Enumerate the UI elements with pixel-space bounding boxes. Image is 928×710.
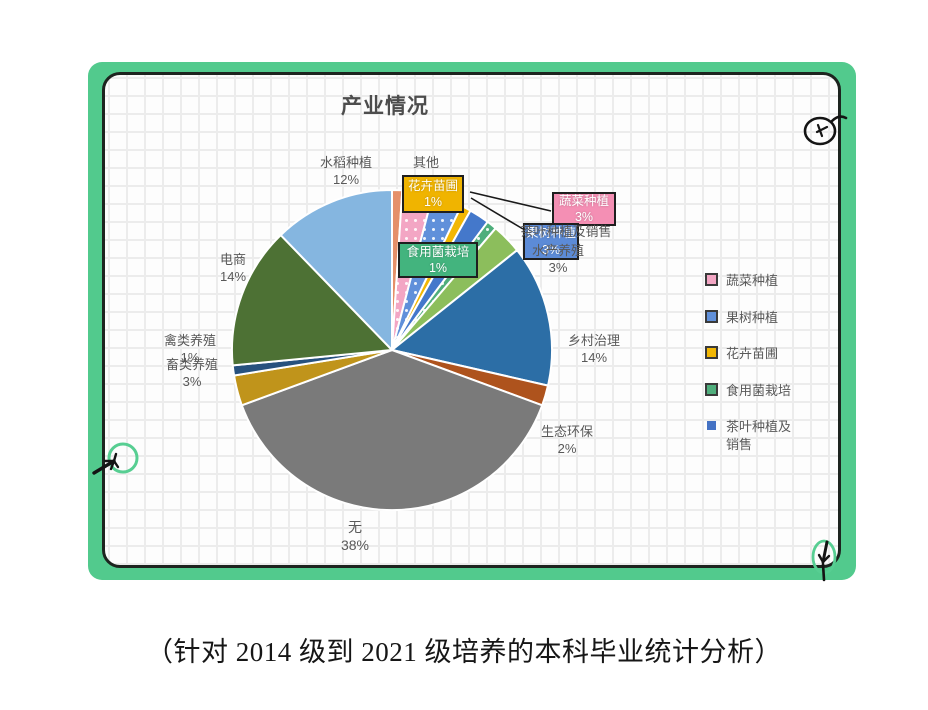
label-ecology: 生态环保 2% [540,424,593,456]
label-none: 无 38% [340,519,370,554]
label-ecommerce: 电商 14% [219,252,247,284]
label-village: 乡村治理 14% [567,333,620,365]
label-aquaculture: 水产养殖 3% [531,243,584,275]
callout-vegetable-planting: 蔬菜种植 3% [552,192,616,226]
label-tea: 茶叶种植及销售 [520,224,612,239]
legend-swatch-icon [705,382,718,396]
callout-flower-nursery: 花卉苗圃 1% [402,175,464,213]
legend-item-fruit[interactable]: 果树种植 [705,309,823,327]
legend-item-vegetable[interactable]: 蔬菜种植 [705,272,823,290]
label-rice: 水稻种植 12% [319,155,372,187]
figure-caption: （针对 2014 级到 2021 级培养的本科毕业统计分析） [146,637,782,667]
legend-swatch-icon [705,309,718,323]
pie-chart[interactable] [222,180,562,520]
pie-slice-10[interactable] [240,349,544,512]
chart-title: 产业情况 [341,95,429,118]
pie-slice-13[interactable] [231,234,393,367]
callout-mushroom-cultivation: 食用菌栽培 1% [398,242,478,278]
legend-swatch-icon [705,273,718,286]
legend: 蔬菜种植 果树种植 花卉苗圃 食用菌栽培 茶叶种植及 销售 [705,272,823,472]
label-poultry: 禽类养殖 1% [163,333,216,365]
callout-fruit-tree-planting: 果树种植 3% [523,223,579,260]
label-livestock: 畜类养殖 3% [165,357,218,389]
legend-swatch-icon [705,346,718,360]
pie-slice-14[interactable] [279,189,393,351]
legend-item-tea[interactable]: 茶叶种植及 销售 [705,418,823,453]
legend-item-mushroom[interactable]: 食用菌栽培 [705,382,823,400]
legend-swatch-icon [707,421,716,431]
legend-item-flower[interactable]: 花卉苗圃 [705,345,823,363]
